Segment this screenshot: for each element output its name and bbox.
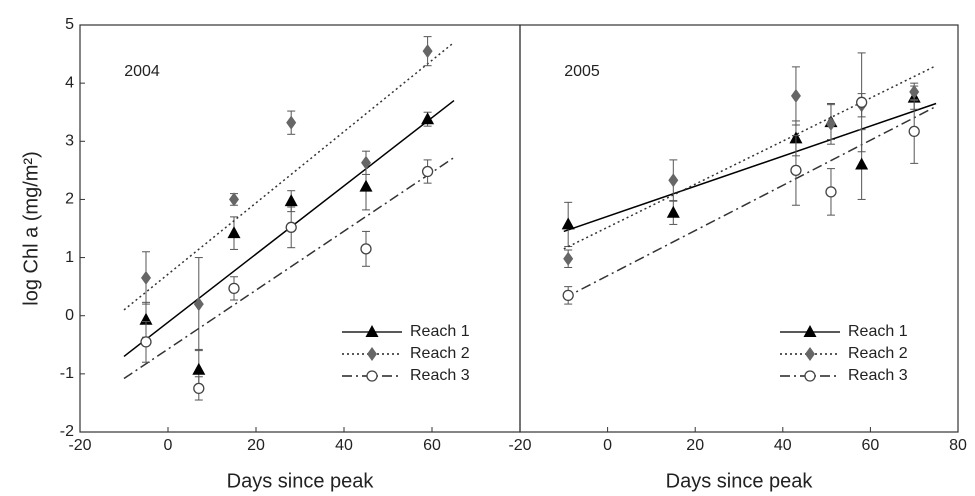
panel-label: 2005 (564, 63, 600, 80)
legend-label: Reach 3 (848, 367, 908, 384)
marker-circle (421, 165, 434, 178)
x-tick-label: 40 (774, 437, 792, 454)
legend-label: Reach 3 (410, 367, 470, 384)
x-tick-label: 0 (603, 437, 612, 454)
x-tick-label: 20 (247, 437, 265, 454)
marker-triangle (192, 362, 206, 375)
x-tick-label: 60 (423, 437, 441, 454)
marker-diamond (422, 44, 433, 59)
y-axis-label: log Chl a (mg/m²) (20, 151, 42, 305)
y-tick-label: -2 (60, 423, 74, 440)
fit-line (563, 65, 937, 250)
marker-triangle (359, 179, 373, 192)
marker-triangle (561, 217, 575, 230)
panel-label: 2004 (124, 63, 160, 80)
y-tick-label: 0 (65, 307, 74, 324)
marker-triangle (284, 194, 298, 207)
y-tick-label: 1 (65, 249, 74, 266)
legend-label: Reach 2 (848, 345, 908, 362)
fit-line (123, 41, 455, 311)
marker-circle (193, 382, 205, 395)
marker-diamond (367, 347, 377, 361)
marker-triangle (421, 112, 435, 125)
marker-diamond (668, 173, 679, 188)
fit-line (563, 105, 937, 299)
x-tick-label: 40 (335, 437, 353, 454)
marker-triangle (803, 325, 817, 337)
marker-circle (285, 221, 297, 233)
marker-circle (562, 289, 574, 302)
y-tick-label: 2 (65, 191, 74, 208)
plot-frame (519, 24, 959, 433)
fit-line (123, 156, 455, 380)
marker-triangle (666, 205, 680, 218)
x-tick-label: 80 (949, 437, 967, 454)
marker-triangle (227, 226, 241, 239)
marker-diamond (361, 155, 371, 170)
y-tick-label: 3 (65, 133, 74, 150)
marker-diamond (805, 347, 815, 361)
marker-diamond (193, 297, 204, 312)
x-tick-label: -20 (508, 437, 531, 454)
marker-diamond (286, 115, 297, 130)
marker-diamond (563, 251, 574, 266)
x-tick-label: 0 (164, 437, 173, 454)
marker-diamond (229, 192, 239, 207)
x-tick-label: 60 (862, 437, 880, 454)
marker-circle (825, 186, 837, 198)
y-tick-label: 4 (65, 74, 74, 91)
legend-label: Reach 2 (410, 345, 470, 362)
marker-circle (140, 336, 152, 348)
marker-diamond (909, 84, 920, 99)
y-tick-label: 5 (65, 16, 74, 33)
marker-diamond (790, 88, 801, 103)
x-tick-label: -20 (68, 437, 91, 454)
marker-circle (228, 282, 240, 295)
marker-circle (804, 370, 816, 382)
x-tick-label: 20 (686, 437, 704, 454)
fit-line (563, 102, 937, 233)
y-tick-label: -1 (60, 365, 74, 382)
legend-label: Reach 1 (848, 323, 908, 340)
marker-diamond (825, 116, 836, 131)
legend-label: Reach 1 (410, 323, 470, 340)
x-axis-label: Days since peak (666, 470, 814, 492)
marker-circle (360, 243, 372, 255)
marker-triangle (365, 325, 379, 337)
marker-circle (790, 164, 802, 177)
marker-circle (855, 96, 868, 108)
marker-diamond (141, 270, 151, 285)
marker-triangle (855, 157, 869, 170)
marker-circle (366, 370, 378, 382)
x-axis-label: Days since peak (227, 470, 375, 492)
marker-circle (908, 125, 920, 138)
